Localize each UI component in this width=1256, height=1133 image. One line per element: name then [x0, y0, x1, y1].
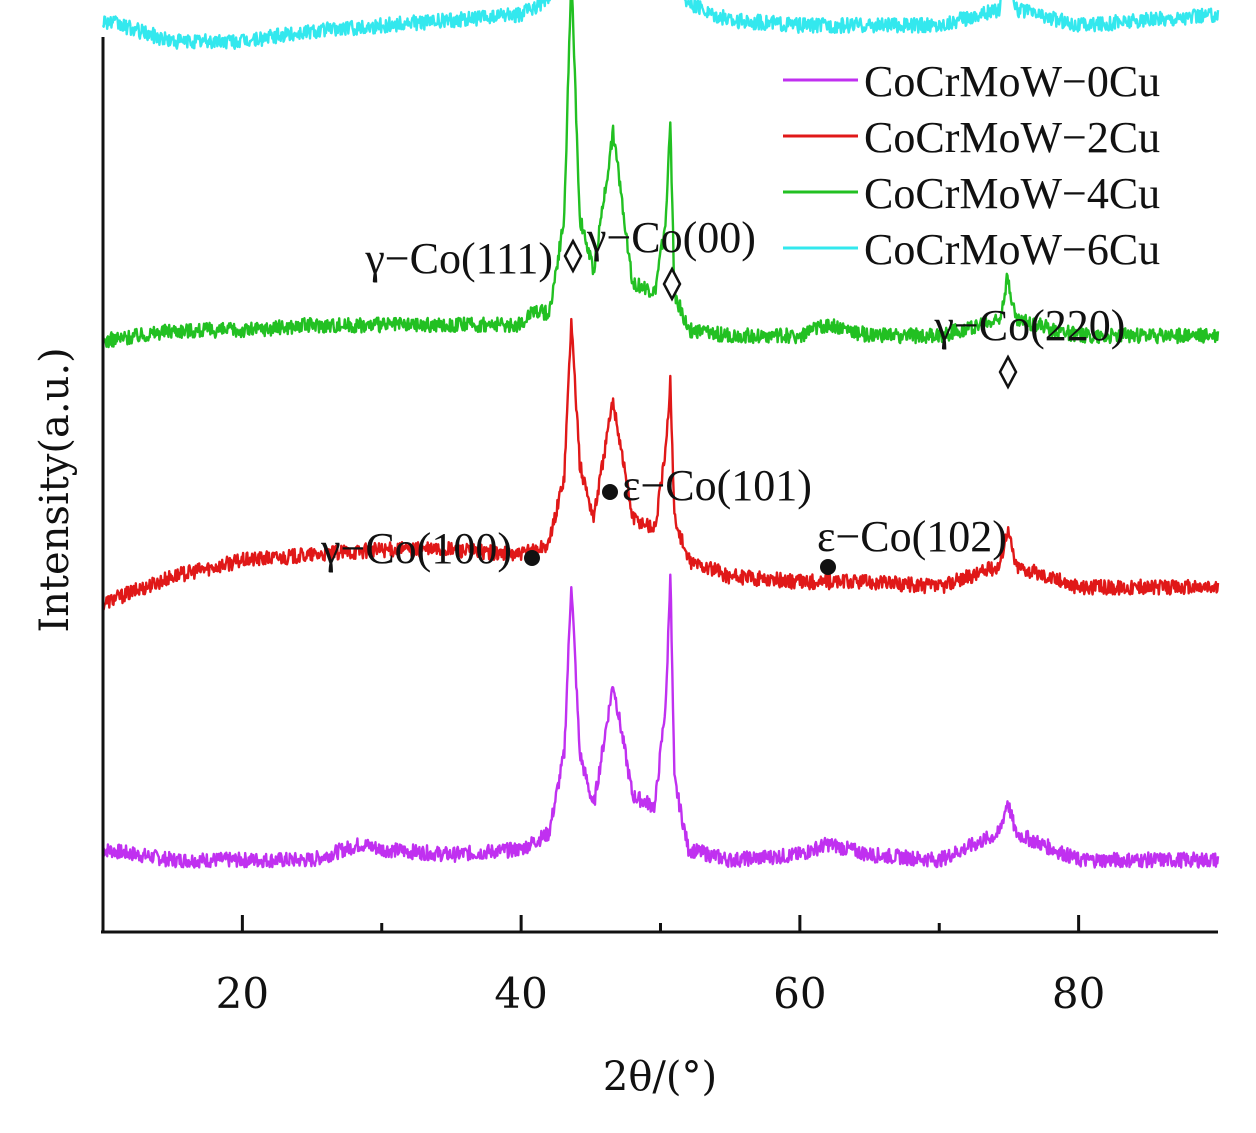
peak-annotation-label: γ−Co(100)	[320, 524, 512, 573]
peak-annotation-label: ε−Co(101)	[622, 461, 812, 510]
annotation-layer: γ−Co(111) γ−Co(00) γ−Co(220) γ−Co(100) ε−Co(…	[320, 213, 1125, 575]
diamond-marker	[998, 354, 1018, 390]
series-line-1	[101, 317, 1220, 611]
plot-area: 20 40 60 80 γ−Co(111) γ−Co(00)γ−Co(220)γ−Co(…	[101, 0, 1220, 1018]
circle-marker	[524, 550, 540, 566]
series-layer	[101, 0, 1220, 869]
peak-annotation-label: γ−Co(220)	[934, 301, 1126, 350]
series-line-3	[101, 0, 1220, 50]
legend: CoCrMoW−0Cu CoCrMoW−2Cu CoCrMoW−4Cu CoCrMoW…	[783, 57, 1160, 274]
peak-annotation-label: ε−Co(102)	[817, 512, 1007, 561]
diamond-marker	[563, 238, 583, 274]
x-tick-layer: 20 40 60 80	[216, 915, 1105, 1018]
circle-marker	[820, 559, 836, 575]
circle-marker	[602, 484, 618, 500]
legend-label: CoCrMoW−6Cu	[864, 225, 1160, 274]
legend-label: CoCrMoW−4Cu	[864, 169, 1160, 218]
x-tick-label: 80	[1052, 969, 1105, 1018]
peak-annotation-label: γ−Co(00)	[586, 213, 756, 262]
series-line-2	[101, 0, 1220, 349]
diamond-marker	[662, 266, 682, 302]
x-tick-label: 60	[773, 969, 826, 1018]
y-axis-title: Intensity(a.u.)	[32, 347, 78, 632]
x-tick-label: 20	[216, 969, 269, 1018]
legend-label: CoCrMoW−0Cu	[864, 57, 1160, 106]
series-line-0	[102, 573, 1220, 869]
x-axis-title: 2θ/(°)	[603, 1054, 717, 1100]
x-tick-label: 40	[494, 969, 547, 1018]
peak-annotation-label: γ−Co(111)	[364, 234, 553, 283]
legend-label: CoCrMoW−2Cu	[864, 113, 1160, 162]
